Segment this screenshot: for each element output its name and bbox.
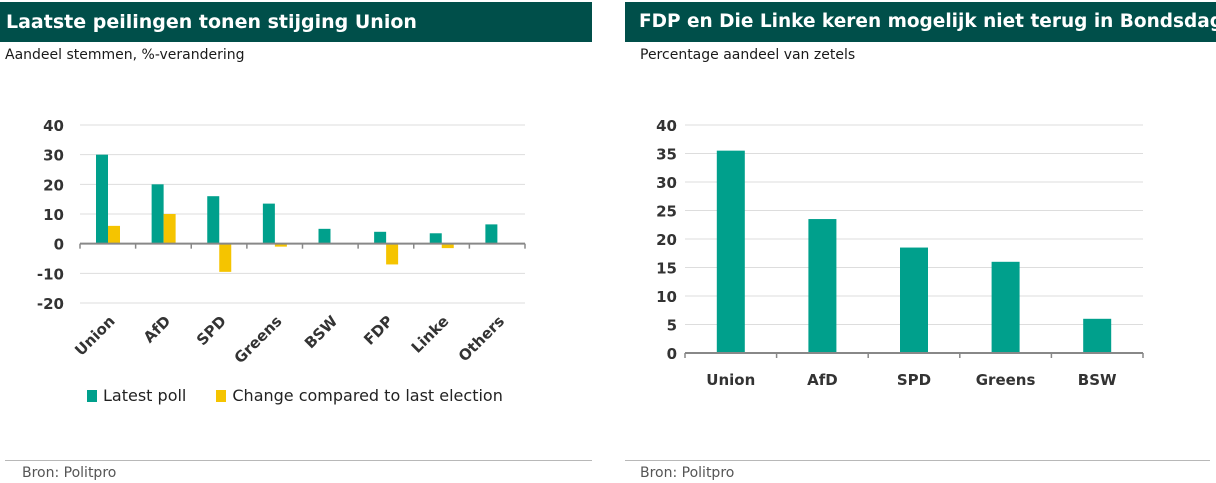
y-tick-label: 15 (656, 260, 677, 278)
x-tick-label: SPD (897, 371, 931, 389)
y-tick-label: 10 (43, 206, 64, 224)
y-tick-label: 40 (43, 117, 64, 135)
legend-item-latest-poll: Latest poll (87, 386, 186, 405)
source-note: Bron: Politpro (640, 465, 735, 481)
x-tick-label: SPD (193, 312, 230, 349)
x-tick-label: Greens (976, 371, 1036, 389)
y-tick-label: 20 (656, 231, 677, 249)
chart-subtitle: Percentage aandeel van zetels (640, 47, 856, 63)
bar (900, 247, 928, 353)
left-chart-panel: Laatste peilingen tonen stijging Union A… (0, 0, 592, 483)
y-tick-label: 10 (656, 288, 677, 306)
legend-label: Change compared to last election (232, 386, 503, 405)
bar-latest-poll (429, 233, 442, 244)
bar-change (219, 243, 232, 272)
bar-latest-poll (485, 224, 498, 244)
chart-title: Laatste peilingen tonen stijging Union (0, 2, 592, 42)
bar-latest-poll (151, 184, 164, 244)
y-tick-label: 35 (656, 146, 677, 164)
y-tick-label: 25 (656, 203, 677, 221)
x-tick-label: Others (455, 312, 508, 365)
left-chart: 40 30 20 10 0 -10 -20 Union AfD SPD Greens BSW FDP Li… (37, 117, 526, 367)
bar (716, 150, 745, 353)
right-chart: 40 35 30 25 20 15 10 5 0 Union AfD SPD Greens BSW (656, 117, 1144, 389)
y-tick-label: 40 (656, 117, 677, 135)
bar-latest-poll (207, 196, 220, 244)
bar-latest-poll (318, 228, 331, 244)
y-tick-label: 30 (43, 147, 64, 165)
legend-swatch-teal (87, 389, 97, 402)
x-tick-label: FDP (360, 312, 397, 349)
x-tick-label: AfD (140, 312, 174, 346)
chart-title: FDP en Die Linke keren mogelijk niet ter… (625, 2, 1216, 42)
right-chart-panel: FDP en Die Linke keren mogelijk niet ter… (625, 0, 1216, 483)
y-tick-label: 5 (667, 317, 677, 335)
legend-swatch-yellow (216, 389, 227, 402)
y-tick-label: 30 (656, 174, 677, 192)
x-tick-label: Greens (231, 312, 286, 367)
chart-subtitle: Aandeel stemmen, %-verandering (5, 47, 245, 63)
x-tick-label: Union (71, 312, 118, 359)
source-divider (5, 460, 592, 461)
bar-change (386, 243, 399, 265)
bar (991, 261, 1020, 353)
x-tick-label: Union (706, 371, 755, 389)
y-tick-label: -10 (37, 265, 64, 283)
source-divider (625, 460, 1210, 461)
x-tick-label: AfD (807, 371, 838, 389)
bar-change (441, 243, 454, 249)
bar-latest-poll (262, 203, 275, 244)
bar-latest-poll (96, 154, 108, 244)
x-tick-label: Linke (408, 312, 453, 357)
bar-change (163, 214, 176, 244)
bar-latest-poll (374, 231, 387, 244)
bar (1083, 318, 1112, 353)
y-tick-label: 0 (667, 345, 677, 363)
legend-label: Latest poll (103, 386, 187, 405)
y-tick-label: 0 (54, 236, 64, 254)
y-tick-label: 20 (43, 176, 64, 194)
source-note: Bron: Politpro (22, 465, 117, 481)
x-tick-label: BSW (301, 312, 341, 352)
legend-item-change: Change compared to last election (216, 386, 503, 405)
bar-change (274, 243, 287, 247)
y-tick-label: -20 (37, 295, 64, 313)
bar-change (108, 225, 120, 244)
bar (808, 219, 837, 353)
x-tick-label: BSW (1078, 371, 1117, 389)
chart-legend: Latest poll Change compared to last elec… (87, 386, 533, 405)
